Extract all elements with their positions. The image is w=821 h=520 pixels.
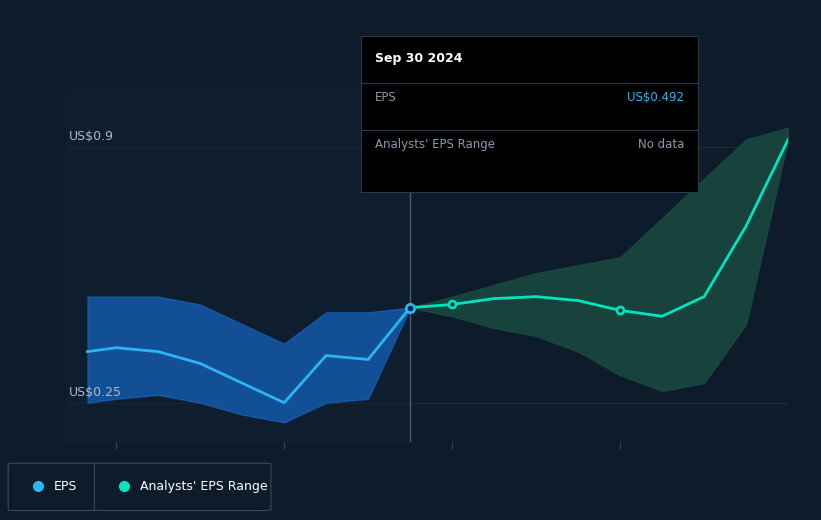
Text: Analysts' EPS Range: Analysts' EPS Range — [140, 479, 268, 493]
Text: US$0.9: US$0.9 — [69, 131, 114, 144]
Text: Analysts Forecasts: Analysts Forecasts — [424, 68, 541, 81]
Text: Analysts' EPS Range: Analysts' EPS Range — [374, 138, 495, 151]
Text: No data: No data — [638, 138, 685, 151]
Bar — [66, 88, 410, 442]
FancyBboxPatch shape — [94, 463, 271, 511]
FancyBboxPatch shape — [8, 463, 99, 511]
Text: Sep 30 2024: Sep 30 2024 — [374, 52, 462, 65]
Text: EPS: EPS — [374, 91, 397, 104]
Text: EPS: EPS — [54, 479, 77, 493]
Text: Actual: Actual — [364, 68, 403, 81]
Text: US$0.492: US$0.492 — [627, 91, 685, 104]
Text: US$0.25: US$0.25 — [69, 386, 122, 399]
